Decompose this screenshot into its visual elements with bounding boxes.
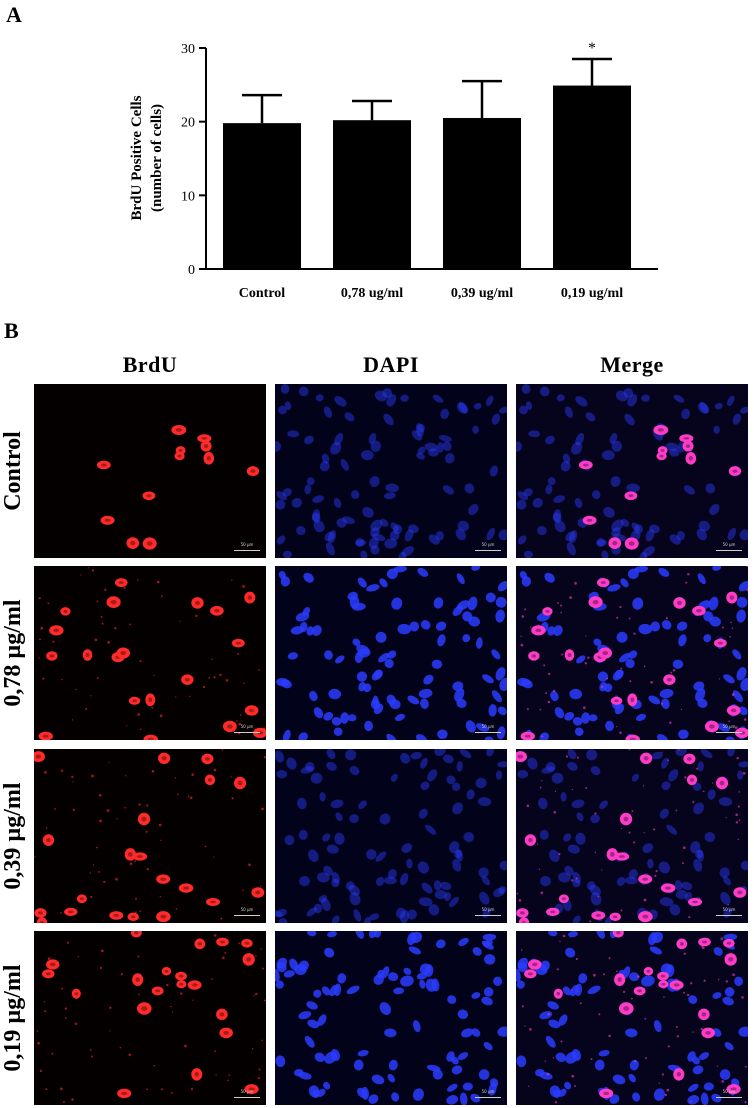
scale-bar-label: 50 µm [481,542,495,547]
scale-bar-line [475,732,501,733]
scale-bar: 50 µm [234,907,260,916]
micrograph-brdu-row-3: 50 µm [34,931,266,1105]
scale-bar-line [234,1097,260,1098]
micrograph-image [516,931,748,1105]
scale-bar-label: 50 µm [481,724,495,729]
scale-bar-line [716,550,742,551]
scale-bar: 50 µm [475,1089,501,1098]
scale-bar-label: 50 µm [240,1089,254,1094]
micrograph-image [38,567,266,740]
row-label-2: 0,39 µg/ml [0,782,26,890]
micrograph-image [516,749,748,923]
micrograph-brdu-row-2: 50 µm [34,749,266,923]
micrograph-image [275,931,507,1105]
panel-b-label: B [4,318,19,343]
scale-bar-line [475,915,501,916]
row-label-0: Control [0,431,26,511]
scale-bar-line [234,732,260,733]
scale-bar: 50 µm [716,542,742,551]
micrograph-dapi-row-0: 50 µm [275,384,507,558]
scale-bar: 50 µm [234,542,260,551]
bar-1 [333,120,411,270]
category-label-0: Control [239,286,286,301]
micrograph-image [516,384,748,558]
scale-bar-label: 50 µm [240,542,254,547]
scale-bar-line [475,550,501,551]
y-tick-label-2: 20 [181,116,195,131]
micrograph-image [517,566,748,740]
column-header-merge: Merge [600,352,664,377]
micrograph-merge-row-2: 50 µm [516,749,748,923]
scale-bar-label: 50 µm [240,724,254,729]
micrograph-image [276,566,507,740]
scale-bar: 50 µm [234,724,260,733]
scale-bar-line [234,550,260,551]
scale-bar: 50 µm [716,1089,742,1098]
scale-bar: 50 µm [234,1089,260,1098]
micrograph-image [275,749,507,923]
significance-mark-3: * [588,40,596,57]
micrograph-merge-row-1: 50 µm [516,566,748,740]
bar-2 [443,117,521,269]
micrograph-dapi-row-1: 50 µm [275,566,507,740]
scale-bar-label: 50 µm [481,907,495,912]
scale-bar-label: 50 µm [240,907,254,912]
scale-bar-label: 50 µm [722,724,736,729]
y-axis-sublabel: (number of cells) [149,104,165,212]
micrograph-dapi-row-3: 50 µm [275,931,507,1105]
scale-bar: 50 µm [475,907,501,916]
scale-bar-line [234,915,260,916]
chart-bars [223,57,631,270]
scale-bar-label: 50 µm [722,1089,736,1094]
micrograph-merge-row-0: 50 µm [516,384,748,558]
y-tick-label-0: 0 [188,263,195,278]
y-tick-label-1: 10 [181,189,195,204]
scale-bar: 50 µm [716,907,742,916]
row-label-3: 0,19 µg/ml [0,964,26,1072]
y-axis-label: BrdU Positive Cells [129,95,145,220]
chart-labels: 0 10 20 30 BrdU Positive Cells (number of cel… [129,40,623,301]
scale-bar: 50 µm [475,724,501,733]
column-header-brdu: BrdU [122,352,178,377]
micrograph-brdu-row-1: 50 µm [34,566,266,740]
panel-a-label: A [6,2,22,27]
y-tick-label-3: 30 [181,42,195,57]
micrograph-brdu-row-0: 50 µm [34,384,266,558]
scale-bar: 50 µm [716,724,742,733]
bar-3 [553,85,631,269]
scale-bar-line [716,732,742,733]
scale-bar-line [475,1097,501,1098]
micrograph-image [34,749,266,923]
bar-chart: 0 10 20 30 BrdU Positive Cells (number of cel… [129,40,658,301]
micrograph-image [275,384,507,558]
micrograph-image [96,424,260,550]
scale-bar: 50 µm [475,542,501,551]
scale-bar-line [716,915,742,916]
column-header-dapi: DAPI [363,352,419,377]
micrograph-image [36,931,266,1104]
category-label-1: 0,78 ug/ml [341,286,403,301]
micrograph-merge-row-3: 50 µm [516,931,748,1105]
category-label-2: 0,39 ug/ml [451,286,513,301]
micrograph-dapi-row-2: 50 µm [275,749,507,923]
scale-bar-label: 50 µm [722,907,736,912]
bar-0 [223,123,301,269]
scale-bar-label: 50 µm [481,1089,495,1094]
scale-bar-label: 50 µm [722,542,736,547]
scale-bar-line [716,1097,742,1098]
row-label-1: 0,78 µg/ml [0,599,26,707]
category-label-3: 0,19 ug/ml [561,286,623,301]
